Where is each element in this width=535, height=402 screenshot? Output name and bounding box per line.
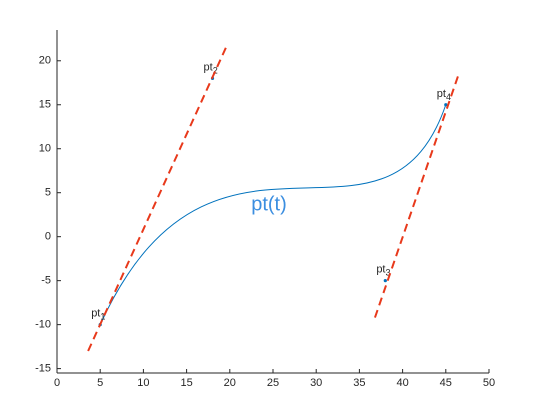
y-tick-label: -5 [41,275,51,287]
point-label: pt3 [376,264,390,278]
point-label: pt4 [437,88,451,102]
point-label-text: pt [204,61,213,73]
point-label-sub: 3 [386,268,391,278]
point-label: pt1 [91,308,105,322]
x-tick-label: 10 [137,377,149,389]
x-tick-label: 50 [483,377,495,389]
y-tick-label: 20 [39,55,51,67]
point-label-text: pt [437,88,446,100]
y-tick-label: 15 [39,99,51,111]
x-tick-label: 45 [440,377,452,389]
y-tick-label: 5 [45,187,51,199]
x-tick-label: 30 [310,377,322,389]
x-tick-label: 35 [353,377,365,389]
y-tick-label: -10 [35,319,51,331]
x-tick-label: 25 [267,377,279,389]
point-label: pt2 [204,61,218,75]
point-label-text: pt [91,308,100,320]
point-label-sub: 2 [213,66,218,76]
x-tick-label: 20 [224,377,236,389]
control-point [444,103,448,107]
control-point [383,279,387,283]
y-tick-label: 0 [45,231,51,243]
y-tick-label: 10 [39,143,51,155]
y-tick-label: -15 [35,363,51,375]
curve-label: pt(t) [251,193,287,215]
tangent-line [87,46,228,352]
x-tick-label: 0 [54,377,60,389]
point-label-sub: 4 [446,92,451,102]
x-tick-label: 5 [97,377,103,389]
x-tick-label: 15 [180,377,192,389]
point-label-text: pt [376,264,385,276]
tangent-line [374,73,460,318]
point-label-sub: 1 [100,312,105,322]
x-tick-label: 40 [396,377,408,389]
curve [99,104,447,325]
